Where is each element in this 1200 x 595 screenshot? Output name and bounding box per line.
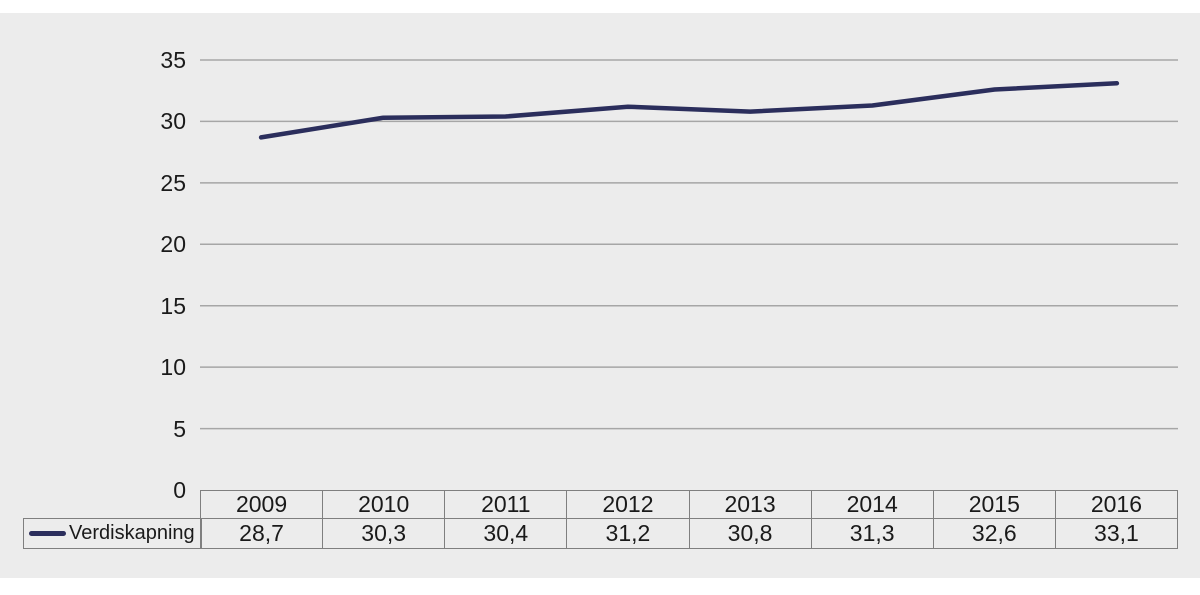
y-axis-label: 10 (160, 354, 186, 381)
value-cell: 32,6 (932, 518, 1056, 549)
y-axis: 0 5 10 15 20 25 30 35 (0, 0, 186, 595)
value-cell: 33,1 (1054, 518, 1179, 549)
y-axis-label: 0 (173, 477, 186, 503)
y-axis-label: 20 (160, 231, 186, 258)
year-header-cell: 2009 (199, 490, 324, 519)
y-axis-label: 15 (160, 292, 186, 319)
y-axis-label: 35 (160, 47, 186, 73)
year-header-cell: 2010 (322, 490, 446, 519)
data-table: 2009 2010 2011 2012 2013 2014 2015 2016 28,7 30,… (199, 490, 1179, 549)
value-cell: 31,2 (566, 518, 690, 549)
table-row-years: 2009 2010 2011 2012 2013 2014 2015 2016 (199, 490, 1179, 519)
year-header-cell: 2013 (688, 490, 812, 519)
value-cell: 30,4 (444, 518, 568, 549)
y-axis-label: 30 (160, 108, 186, 135)
legend-label: Verdiskapning (69, 522, 195, 544)
value-cell: 30,3 (322, 518, 446, 549)
value-cell: 28,7 (199, 518, 324, 549)
value-cell: 30,8 (688, 518, 812, 549)
legend: Verdiskapning (23, 518, 202, 549)
year-header-cell: 2016 (1054, 490, 1179, 519)
data-line (258, 81, 1120, 140)
table-row-values: 28,7 30,3 30,4 31,2 30,8 31,3 32,6 33,1 (199, 518, 1179, 549)
year-header-cell: 2012 (566, 490, 690, 519)
value-cell: 31,3 (810, 518, 934, 549)
legend-line-swatch (29, 531, 66, 536)
y-axis-label: 5 (173, 415, 186, 442)
year-header-cell: 2014 (810, 490, 934, 519)
year-header-cell: 2011 (444, 490, 568, 519)
y-axis-label: 25 (160, 169, 186, 196)
year-header-cell: 2015 (932, 490, 1056, 519)
